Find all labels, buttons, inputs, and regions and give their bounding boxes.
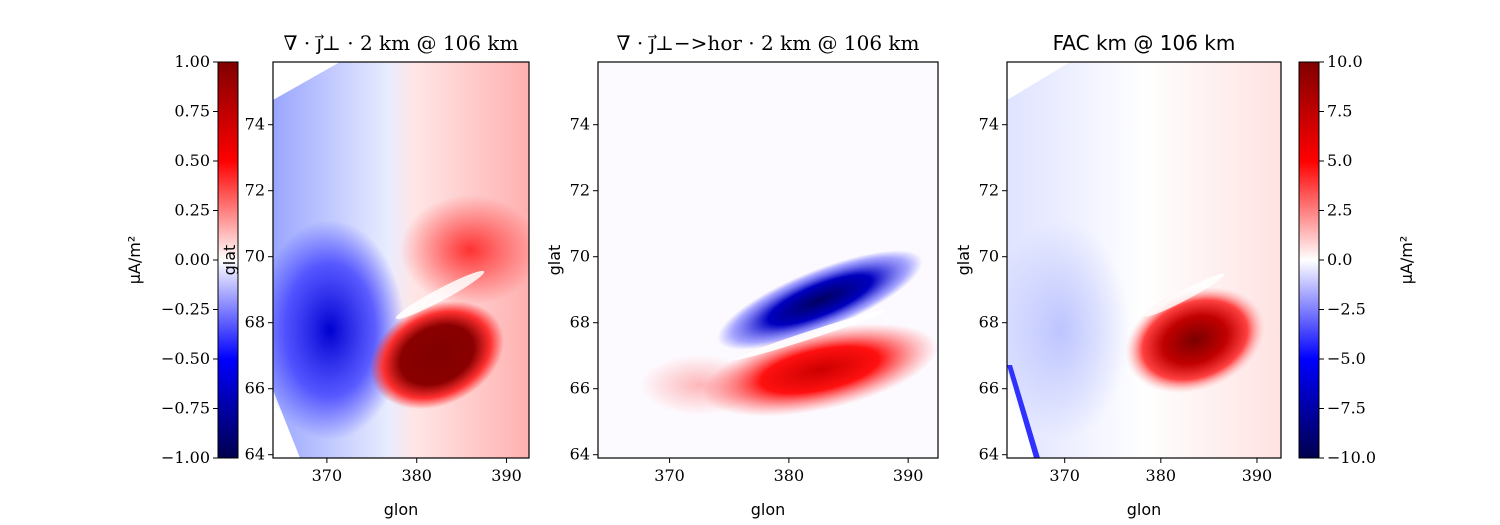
panel-3-negative-lobe [1007,220,1130,440]
y-tick-label: 66 [570,379,590,398]
y-tick-label: 66 [245,379,265,398]
colorbar-tick-label: 0.25 [174,201,210,220]
colorbar-tick-label: −0.25 [161,300,210,319]
y-tick-label: 70 [245,247,265,266]
x-tick-label: 390 [893,466,924,485]
panel-2-white-band [733,309,887,361]
colorbar-label: μA/m² [125,236,144,285]
panel-2-weak-positive [640,355,760,415]
x-tick-label: 390 [1242,466,1273,485]
panel-1-white-band [395,270,485,320]
y-tick-label: 64 [979,445,999,464]
panel-3-positive-core [1125,286,1265,394]
colorbar-tick-label: 0.0 [1327,250,1352,269]
heatmap-panel-1 [273,62,529,458]
axes-layer: ∇ · j⃗⊥ · 2 km @ 106 km 370 380 390 64 66 68 70… [125,31,1416,519]
heatmap-panel-2 [598,62,938,458]
x-tick-label: 380 [1146,466,1177,485]
colorbar-tick-label: −0.50 [161,349,210,368]
panel-1-title: ∇ · j⃗⊥ · 2 km @ 106 km [284,31,519,55]
x-tick-label: 370 [1049,466,1080,485]
colorbar-tick-label: 7.5 [1327,102,1352,121]
y-tick-label: 64 [570,445,590,464]
x-axis-label: glon [1127,500,1162,519]
y-axis-label: glat [220,245,239,276]
x-axis-label: glon [384,500,419,519]
y-axis-label: glat [545,245,564,276]
y-tick-label: 70 [979,247,999,266]
colorbar-tick-label: −0.75 [161,399,210,418]
panel-1-negative-lobe [273,220,405,440]
colorbar-label: μA/m² [1397,236,1416,285]
colorbar-tick-label: 1.00 [174,52,210,71]
y-tick-label: 66 [979,379,999,398]
colorbar-right [1298,61,1320,459]
x-tick-label: 370 [654,466,685,485]
y-tick-label: 72 [570,181,590,200]
panel-3-frame [1006,61,1282,459]
y-tick-label: 68 [979,313,999,332]
panel-3-white-band [1145,273,1225,317]
y-tick-label: 70 [570,247,590,266]
x-tick-label: 390 [491,466,522,485]
colorbar-tick-label: 0.75 [174,102,210,121]
y-tick-label: 68 [570,313,590,332]
colorbar-tick-label: 0.50 [174,151,210,170]
y-tick-label: 72 [979,181,999,200]
y-tick-label: 74 [979,115,999,134]
panel-1-positive-arc [400,195,529,305]
panel-1-positive-core [370,300,504,410]
colorbar-tick-label: −1.00 [161,448,210,467]
y-tick-label: 74 [570,115,590,134]
x-tick-label: 370 [312,466,343,485]
colorbar-tick-label: −5.0 [1327,349,1366,368]
panel-1-frame [272,61,530,459]
panel-2-frame [597,61,939,459]
panel-3-title: FAC km @ 106 km [1053,31,1236,55]
y-tick-label: 68 [245,313,265,332]
colorbar-tick-label: −2.5 [1327,300,1366,319]
panel-2-negative-core [717,250,923,350]
x-axis-label: glon [751,500,786,519]
x-tick-label: 380 [774,466,805,485]
colorbar-tick-label: 10.0 [1327,52,1363,71]
colorbar-tick-label: −7.5 [1327,399,1366,418]
panel-2-title: ∇ · j⃗⊥−>hor · 2 km @ 106 km [617,31,920,55]
colorbar-tick-label: 5.0 [1327,151,1352,170]
panel-3-edge-stripe [1007,365,1040,458]
colorbar-tick-label: −10.0 [1327,448,1376,467]
y-tick-label: 64 [245,445,265,464]
y-axis-label: glat [954,245,973,276]
heatmap-panel-3 [1007,62,1281,458]
x-tick-label: 380 [401,466,432,485]
y-tick-label: 72 [245,181,265,200]
colorbar-tick-label: 0.00 [174,250,210,269]
panel-2-positive-band [702,323,938,417]
colorbar-tick-label: 2.5 [1327,201,1352,220]
y-tick-label: 74 [245,115,265,134]
